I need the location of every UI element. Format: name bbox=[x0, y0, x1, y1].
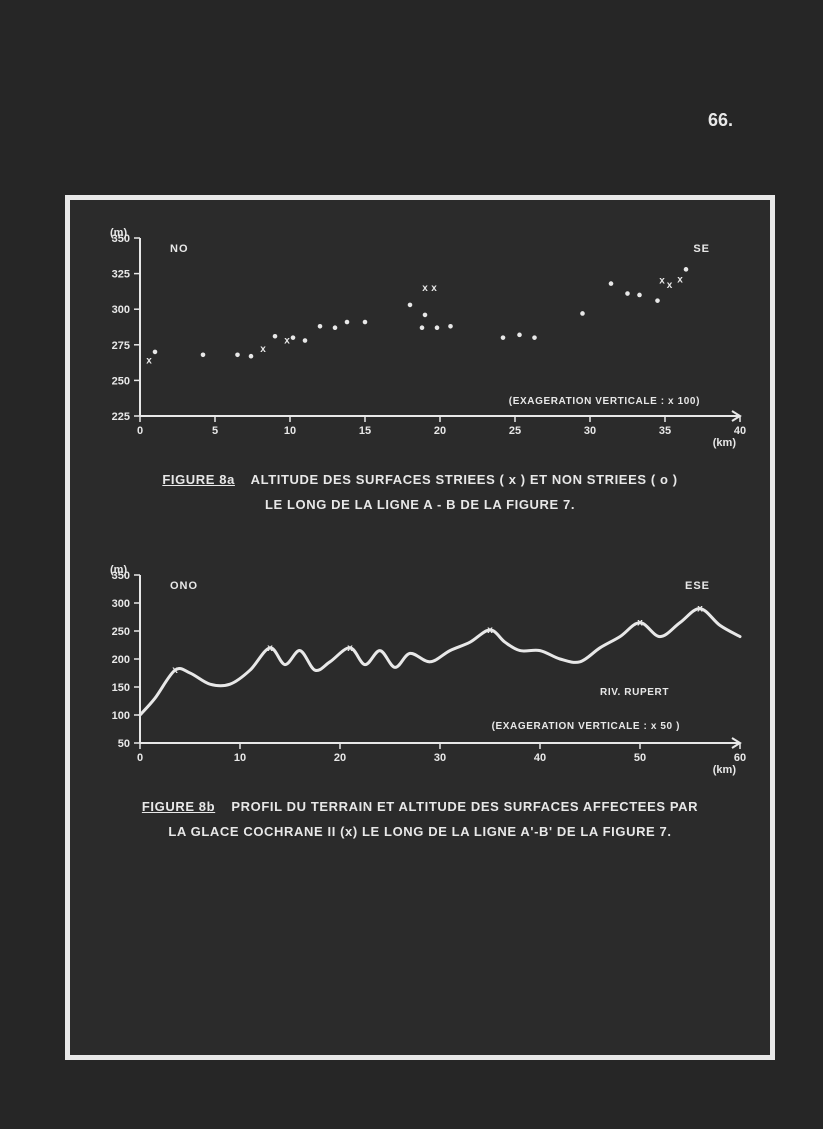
svg-text:60: 60 bbox=[734, 752, 746, 764]
caption-8a-line2: LE LONG DE LA LIGNE A - B DE LA FIGURE 7… bbox=[265, 497, 575, 512]
svg-text:ONO: ONO bbox=[170, 580, 198, 592]
svg-text:x: x bbox=[667, 280, 673, 291]
figure-frame: (m)NOSE0510152025303540(km)2252502753003… bbox=[65, 195, 775, 1060]
svg-text:x: x bbox=[260, 344, 266, 355]
svg-text:x: x bbox=[677, 274, 683, 285]
svg-text:(km): (km) bbox=[713, 437, 737, 449]
svg-text:20: 20 bbox=[434, 425, 446, 437]
svg-text:0: 0 bbox=[137, 425, 143, 437]
chart-8b: (m)ONOESE0102030405060(km)50100150200250… bbox=[92, 557, 748, 777]
svg-text:25: 25 bbox=[509, 425, 521, 437]
chart-8a-svg: (m)NOSE0510152025303540(km)2252502753003… bbox=[92, 220, 752, 450]
svg-text:x: x bbox=[431, 283, 437, 294]
svg-text:30: 30 bbox=[434, 752, 446, 764]
caption-8b: FIGURE 8b PROFIL DU TERRAIN ET ALTITUDE … bbox=[100, 795, 740, 844]
svg-text:x: x bbox=[487, 625, 493, 636]
svg-text:(EXAGERATION VERTICALE : x 50: (EXAGERATION VERTICALE : x 50 ) bbox=[492, 721, 680, 732]
svg-text:250: 250 bbox=[112, 626, 130, 638]
chart-8a: (m)NOSE0510152025303540(km)2252502753003… bbox=[92, 220, 748, 450]
svg-text:350: 350 bbox=[112, 233, 130, 245]
svg-text:35: 35 bbox=[659, 425, 671, 437]
svg-text:15: 15 bbox=[359, 425, 371, 437]
figure-label-8b: FIGURE 8b bbox=[142, 799, 215, 814]
svg-text:10: 10 bbox=[234, 752, 246, 764]
svg-text:10: 10 bbox=[284, 425, 296, 437]
svg-text:40: 40 bbox=[534, 752, 546, 764]
svg-text:300: 300 bbox=[112, 598, 130, 610]
svg-text:RIV. RUPERT: RIV. RUPERT bbox=[600, 687, 669, 698]
svg-text:SE: SE bbox=[693, 243, 710, 255]
svg-text:(km): (km) bbox=[713, 764, 737, 776]
svg-text:225: 225 bbox=[112, 411, 130, 423]
caption-8b-line1: PROFIL DU TERRAIN ET ALTITUDE DES SURFAC… bbox=[231, 799, 698, 814]
svg-text:350: 350 bbox=[112, 570, 130, 582]
svg-text:200: 200 bbox=[112, 654, 130, 666]
svg-text:100: 100 bbox=[112, 710, 130, 722]
svg-text:x: x bbox=[172, 666, 178, 677]
page-number: 66. bbox=[708, 110, 733, 131]
svg-text:250: 250 bbox=[112, 375, 130, 387]
svg-text:20: 20 bbox=[334, 752, 346, 764]
svg-text:x: x bbox=[267, 643, 273, 654]
svg-text:300: 300 bbox=[112, 304, 130, 316]
figure-label-8a: FIGURE 8a bbox=[162, 472, 235, 487]
svg-text:5: 5 bbox=[212, 425, 218, 437]
svg-text:x: x bbox=[284, 336, 290, 347]
caption-8b-line2: LA GLACE COCHRANE II (x) LE LONG DE LA L… bbox=[168, 824, 671, 839]
svg-text:x: x bbox=[347, 643, 353, 654]
svg-text:40: 40 bbox=[734, 425, 746, 437]
svg-text:30: 30 bbox=[584, 425, 596, 437]
svg-text:x: x bbox=[637, 618, 643, 629]
svg-text:0: 0 bbox=[137, 752, 143, 764]
caption-8a-line1: ALTITUDE DES SURFACES STRIEES ( x ) ET N… bbox=[251, 472, 678, 487]
svg-text:x: x bbox=[659, 276, 665, 287]
svg-text:325: 325 bbox=[112, 269, 130, 281]
caption-8a: FIGURE 8a ALTITUDE DES SURFACES STRIEES … bbox=[100, 468, 740, 517]
svg-text:(EXAGERATION VERTICALE : x 100: (EXAGERATION VERTICALE : x 100) bbox=[509, 396, 700, 407]
svg-text:50: 50 bbox=[118, 738, 130, 750]
svg-text:ESE: ESE bbox=[685, 580, 710, 592]
svg-text:x: x bbox=[697, 604, 703, 615]
svg-text:x: x bbox=[422, 283, 428, 294]
svg-text:50: 50 bbox=[634, 752, 646, 764]
svg-text:NO: NO bbox=[170, 243, 189, 255]
chart-8b-svg: (m)ONOESE0102030405060(km)50100150200250… bbox=[92, 557, 752, 777]
svg-text:275: 275 bbox=[112, 340, 130, 352]
svg-text:150: 150 bbox=[112, 682, 130, 694]
svg-text:x: x bbox=[146, 355, 152, 366]
